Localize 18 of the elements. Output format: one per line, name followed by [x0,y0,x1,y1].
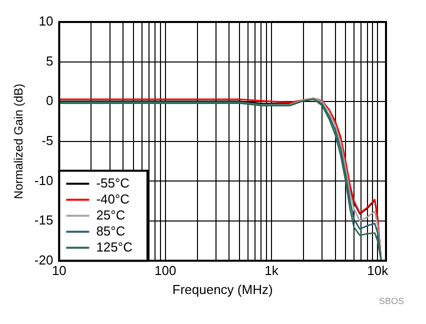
legend-label: 125°C [96,239,132,254]
legend-label: 85°C [96,223,126,238]
x-tick-label: 10k [367,263,389,278]
x-tick-label: 1k [264,263,279,278]
x-tick-label: 100 [154,263,176,278]
legend-label: -55°C [96,175,130,190]
y-tick-label: 5 [46,53,54,68]
x-axis-title: Frequency (MHz) [172,282,273,297]
y-tick-label: -15 [34,212,54,228]
y-tick-label: -20 [34,252,54,268]
y-tick-label: -10 [34,172,54,188]
y-tick-label: 0 [46,93,54,108]
y-tick-label: -5 [42,132,54,148]
legend-label: 25°C [96,207,126,222]
y-tick-label: 10 [38,14,54,29]
text: SBOS [378,296,404,306]
legend-label: -40°C [96,191,130,206]
y-axis-title: Normalized Gain (dB) [12,84,26,200]
